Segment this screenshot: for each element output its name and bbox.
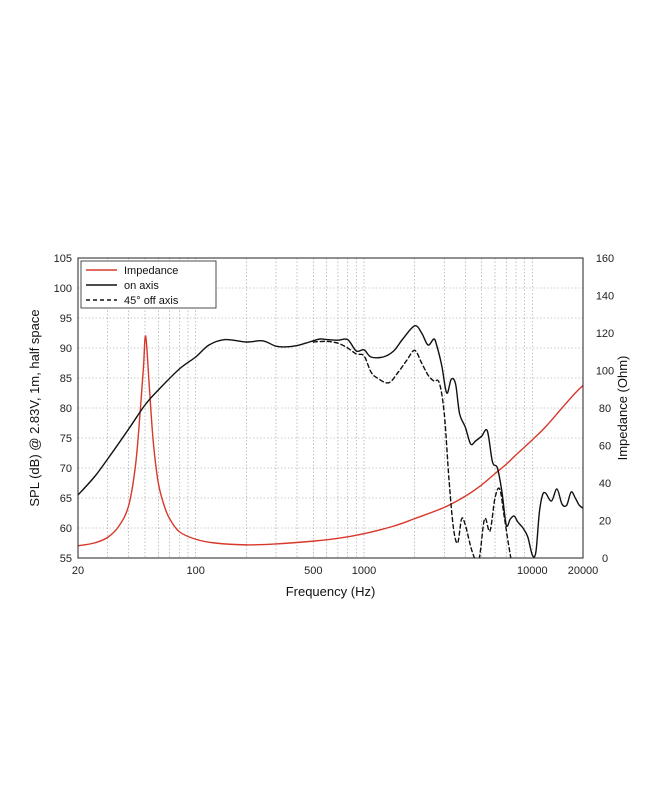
y-tick-label: 90 [60, 343, 72, 355]
plot-frame [77, 257, 584, 559]
y2-tick-labels: 0 20 40 60 80 100 120 140 160 [596, 253, 614, 565]
y-tick-label: 65 [60, 493, 72, 505]
y2-tick-label: 20 [599, 516, 611, 528]
off-axis-45-curve [312, 340, 512, 558]
legend: Impedance on axis 45° off axis [80, 260, 217, 309]
y-tick-labels: 55 60 65 70 75 80 85 90 95 100 105 [54, 253, 72, 565]
y2-tick-label: 80 [599, 403, 611, 415]
series-layer [78, 324, 583, 558]
y-tick-label: 60 [60, 523, 72, 535]
x-tick-label: 1000 [352, 565, 376, 577]
y-tick-label: 100 [54, 283, 72, 295]
legend-label-off-axis: 45° off axis [124, 295, 179, 307]
y2-tick-label: 40 [599, 478, 611, 490]
x-tick-label: 10000 [517, 565, 548, 577]
y-tick-label: 55 [60, 553, 72, 565]
y-tick-label: 80 [60, 403, 72, 415]
y-tick-label: 95 [60, 313, 72, 325]
x-tick-label: 100 [186, 565, 204, 577]
y2-tick-label: 60 [599, 441, 611, 453]
y-tick-label: 85 [60, 373, 72, 385]
y2-tick-label: 0 [602, 553, 608, 565]
y-axis-title: SPL (dB) @ 2.83V, 1m, half space [27, 309, 42, 506]
y2-tick-label: 140 [596, 291, 614, 303]
x-tick-labels: 20 100 500 1000 10000 20000 [72, 565, 598, 577]
y2-axis-title: Impedance (Ohm) [615, 356, 630, 461]
legend-label-impedance: Impedance [124, 265, 178, 277]
y-tick-label: 75 [60, 433, 72, 445]
legend-label-on-axis: on axis [124, 280, 159, 292]
y-tick-label: 70 [60, 463, 72, 475]
x-tick-label: 20 [72, 565, 84, 577]
y-tick-label: 105 [54, 253, 72, 265]
x-axis-title: Frequency (Hz) [286, 584, 376, 599]
y2-tick-label: 100 [596, 366, 614, 378]
y2-tick-label: 160 [596, 253, 614, 265]
y2-tick-label: 120 [596, 328, 614, 340]
x-tick-label: 20000 [568, 565, 599, 577]
x-tick-label: 500 [304, 565, 322, 577]
on-axis-curve [78, 324, 583, 558]
